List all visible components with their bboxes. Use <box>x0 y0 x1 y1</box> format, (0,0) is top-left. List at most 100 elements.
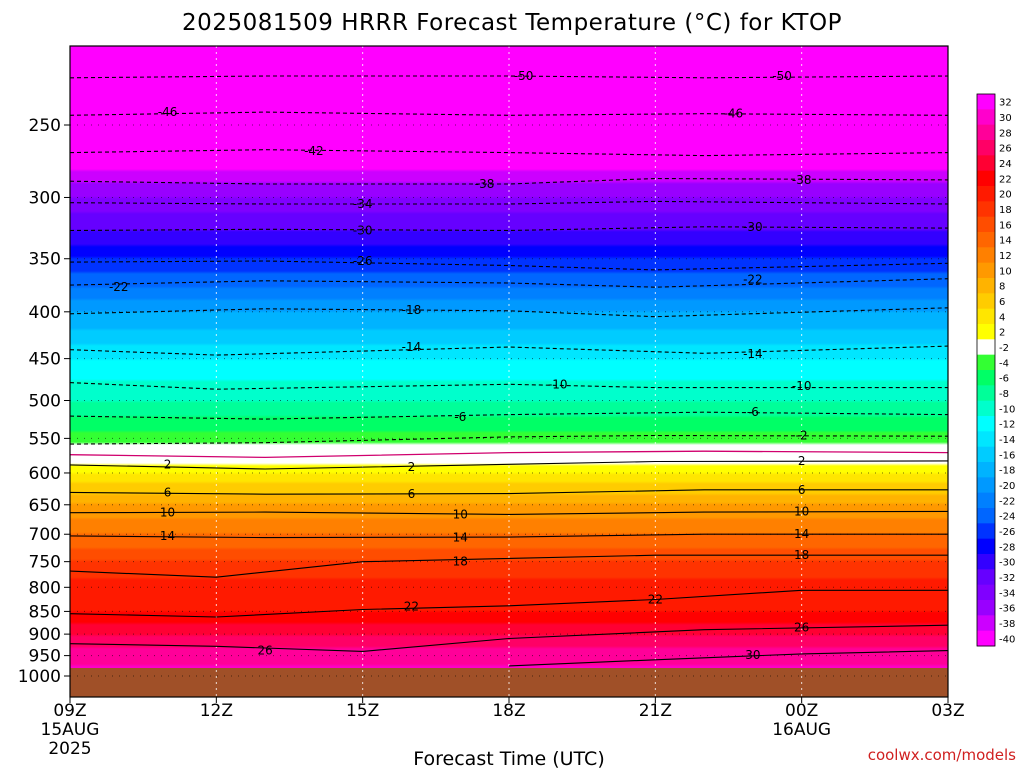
y-tick-label: 250 <box>29 116 61 136</box>
colorbar-swatch <box>977 615 995 632</box>
pressure-axis: 250 300 350 400 450 500 550 600 650 700 750 800 850 9… <box>18 116 70 687</box>
contour-label: -10 <box>548 377 568 391</box>
colorbar-label: -18 <box>999 466 1015 477</box>
contour-label: 10 <box>160 506 175 520</box>
colorbar-swatch <box>977 94 995 110</box>
contour-label: 10 <box>794 504 809 518</box>
colorbar-swatch <box>977 354 995 371</box>
y-tick-label: 500 <box>29 392 61 412</box>
contour-line <box>70 226 948 232</box>
colorbar-label: -8 <box>999 389 1009 400</box>
colorbar-swatch <box>977 569 995 586</box>
colorbar-swatch <box>977 201 995 218</box>
colorbar-swatch <box>977 140 995 156</box>
x-tick-label: 15Z <box>346 701 379 721</box>
x-tick-label: 00Z <box>785 701 818 721</box>
colorbar-label: -34 <box>999 588 1015 599</box>
colorbar-label: 12 <box>999 251 1012 262</box>
colorbar-swatch <box>977 462 995 478</box>
contour-line <box>70 149 948 157</box>
colorbar-label: 20 <box>999 190 1012 201</box>
contour-label: 30 <box>745 648 760 662</box>
contour-label: -46 <box>158 105 178 119</box>
contour-label: -18 <box>402 303 422 317</box>
contour-label: -46 <box>724 107 744 121</box>
contour-label: -14 <box>743 347 763 361</box>
colorbar-swatch <box>977 324 995 340</box>
colorbar-label: 26 <box>999 144 1012 155</box>
contour-line <box>70 460 948 470</box>
y-tick-label: 700 <box>29 525 61 545</box>
colorbar-swatch <box>977 109 995 126</box>
contour-label: 6 <box>798 483 806 497</box>
contour-label: -50 <box>772 69 792 83</box>
contour-line <box>70 554 948 578</box>
colorbar-label: 30 <box>999 113 1012 124</box>
x-tick-date: 16AUG <box>772 720 831 740</box>
colorbar-swatch <box>977 431 995 448</box>
colorbar-swatch <box>977 232 995 248</box>
contour-line <box>70 345 948 356</box>
colorbar-label: -40 <box>999 634 1015 645</box>
contour-label: 14 <box>453 531 468 545</box>
colorbar-swatch <box>977 278 995 294</box>
y-tick-label: 350 <box>29 250 61 270</box>
colorbar-label: 32 <box>999 98 1012 109</box>
colorbar-swatch <box>977 554 995 570</box>
colorbar-label: -16 <box>999 450 1015 461</box>
contour-label: -6 <box>747 405 759 419</box>
colorbar-label: 4 <box>999 312 1005 323</box>
contour-label: 10 <box>453 507 468 521</box>
colorbar-label: -2 <box>999 343 1009 354</box>
contour-label: -26 <box>353 254 373 268</box>
contour-line <box>70 42 948 44</box>
contour-label: -50 <box>514 69 534 83</box>
chart-title: 2025081509 HRRR Forecast Temperature (°C… <box>182 10 842 36</box>
colorbar-label: 18 <box>999 205 1012 216</box>
colorbar-legend: 32 30 28 26 24 22 20 18 16 14 12 10 8 6 4 2 -2 -4 -6 -8 -10 -… <box>976 93 1015 647</box>
contour-label: -30 <box>353 224 373 238</box>
contour-line <box>70 489 948 495</box>
colorbar-swatch <box>977 339 995 356</box>
x-tick-label: 03Z <box>931 701 964 721</box>
colorbar-swatch <box>977 262 995 279</box>
colorbar-swatch <box>977 416 995 432</box>
colorbar-swatch <box>977 247 995 264</box>
contour-line <box>70 434 948 445</box>
contour-line <box>70 589 948 618</box>
x-tick-label: 18Z <box>492 701 525 721</box>
y-tick-label: 950 <box>29 647 61 667</box>
y-tick-label: 900 <box>29 625 61 645</box>
colorbar-label: 16 <box>999 220 1012 231</box>
contour-line <box>70 200 948 205</box>
colorbar-swatch <box>977 124 995 141</box>
colorbar-swatch <box>977 584 995 601</box>
contour-line <box>70 75 948 79</box>
contour-line <box>70 111 948 116</box>
contour-label: 6 <box>164 485 172 499</box>
y-tick-label: 650 <box>29 496 61 516</box>
colorbar-label: 8 <box>999 282 1005 293</box>
contour-label: 14 <box>794 527 809 541</box>
colorbar-label: -28 <box>999 542 1015 553</box>
contour-lines: -54-50 -50-46 -46-42-38 -38-34-30 -30-26-22-… <box>70 42 948 667</box>
colorbar-label: -22 <box>999 496 1015 507</box>
contour-label: -38 <box>792 173 812 187</box>
x-tick-date: 15AUG <box>41 720 100 740</box>
colorbar-label: -10 <box>999 404 1015 415</box>
contour-label: 22 <box>404 600 419 614</box>
y-tick-label: 400 <box>29 303 61 323</box>
credit-text: coolwx.com/models <box>868 746 1016 764</box>
colorbar-swatch <box>977 523 995 540</box>
contour-label: 18 <box>453 555 468 569</box>
contour-label: -30 <box>743 220 763 234</box>
y-tick-label: 450 <box>29 350 61 370</box>
colorbar-swatch <box>977 492 995 509</box>
contour-label: -2 <box>796 428 808 442</box>
x-tick-year: 2025 <box>48 739 91 759</box>
contour-label: -6 <box>454 410 466 424</box>
colorbar-label: -38 <box>999 619 1015 630</box>
colorbar-swatch <box>977 477 995 494</box>
